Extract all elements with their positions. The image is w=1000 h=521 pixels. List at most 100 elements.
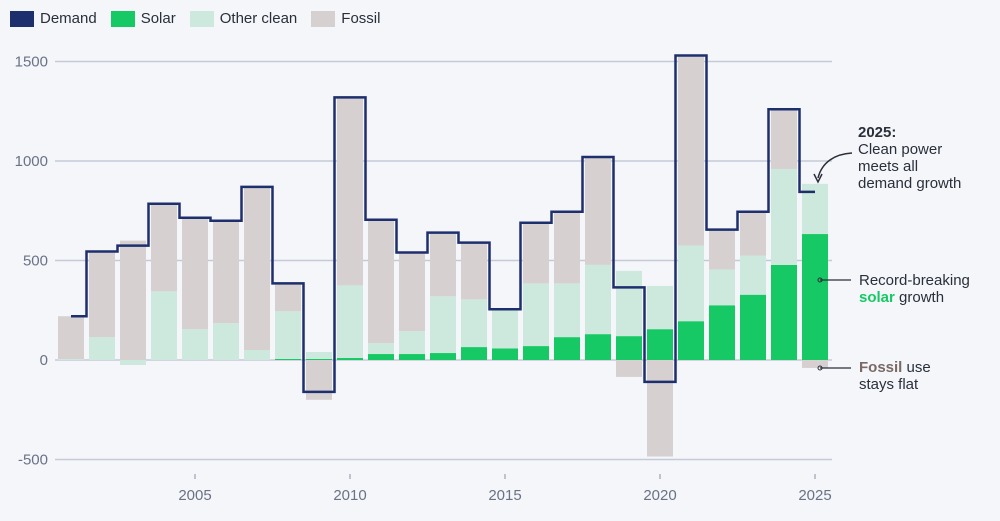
bar-solar: [616, 336, 642, 360]
annotation-title: 2025:: [858, 124, 897, 141]
annotation-fossil-word: Fossil: [859, 359, 903, 376]
bar-fossil: [802, 360, 828, 368]
bar-other-clean: [585, 264, 611, 335]
y-tick-label: 1500: [15, 54, 48, 71]
annotation-dot: [817, 277, 823, 283]
bar-fossil: [585, 157, 611, 265]
bar-fossil: [244, 186, 270, 351]
annotation-line: Clean power: [858, 141, 943, 158]
annotation-arrow: [817, 152, 853, 179]
y-tick-label: -500: [18, 452, 48, 469]
bar-fossil: [182, 217, 208, 330]
annotation-dot: [817, 365, 823, 371]
bar-solar: [275, 359, 301, 360]
bar-other-clean: [678, 245, 704, 322]
bar-fossil: [523, 222, 549, 284]
bar-solar: [492, 348, 518, 360]
bar-fossil: [647, 360, 673, 457]
bar-other-clean: [771, 168, 797, 265]
annotation-2025: 2025: Clean power meets all demand growt…: [858, 124, 961, 192]
bar-solar: [523, 346, 549, 360]
bar-fossil: [399, 252, 425, 332]
bar-other-clean: [368, 343, 394, 355]
bar-other-clean: [213, 323, 239, 360]
bar-solar: [306, 359, 332, 360]
legend-item-solar: Solar: [110, 10, 176, 27]
y-tick-label: 0: [40, 352, 48, 369]
annotation-line: meets all: [858, 158, 919, 175]
legend-swatch-solar: [110, 10, 135, 27]
bar-other-clean: [275, 311, 301, 360]
bar-fossil: [120, 240, 146, 360]
legend-swatch-demand: [10, 10, 34, 27]
bar-other-clean: [151, 291, 177, 360]
bar-fossil: [337, 98, 363, 286]
legend-item-demand: Demand: [10, 10, 97, 27]
bar-fossil: [306, 360, 332, 400]
arrowhead-icon: [813, 173, 823, 184]
bar-solar: [802, 234, 828, 360]
bar-fossil: [616, 360, 642, 377]
bar-other-clean: [616, 270, 642, 337]
bar-fossil: [554, 212, 580, 284]
bar-fossil: [151, 204, 177, 292]
bar-other-clean: [337, 285, 363, 359]
bar-solar: [399, 354, 425, 360]
bar-solar: [709, 305, 735, 360]
bar-fossil: [368, 219, 394, 344]
legend: Demand Solar Other clean Fossil: [10, 10, 380, 27]
bar-fossil: [275, 283, 301, 312]
bar-solar: [678, 321, 704, 360]
x-tick-label: 2020: [643, 487, 676, 504]
y-tick-label: 1000: [15, 153, 48, 170]
legend-item-fossil: Fossil: [311, 10, 380, 27]
bar-solar: [771, 264, 797, 360]
annotation-line: stays flat: [859, 376, 919, 393]
legend-item-other-clean: Other clean: [189, 10, 298, 27]
y-tick-label: 500: [23, 253, 48, 270]
bar-fossil: [740, 211, 766, 256]
legend-label: Demand: [40, 10, 97, 27]
annotation-line: demand growth: [858, 175, 962, 192]
bar-other-clean: [709, 269, 735, 306]
bar-other-clean: [740, 255, 766, 295]
legend-label: Fossil: [341, 10, 381, 27]
annotation-line: growth: [899, 289, 945, 306]
bar-fossil: [213, 220, 239, 324]
annotation-solar-word: solar: [859, 289, 895, 306]
bar-other-clean: [58, 359, 84, 360]
x-tick-label: 2015: [488, 487, 521, 504]
bar-solar: [647, 329, 673, 360]
bar-other-clean: [430, 296, 456, 354]
bar-fossil: [461, 242, 487, 300]
x-tick-label: 2010: [333, 487, 366, 504]
bar-other-clean: [492, 310, 518, 349]
annotation-line: Record-breaking: [859, 272, 970, 289]
bar-other-clean: [89, 337, 115, 360]
bar-other-clean: [306, 352, 332, 360]
bar-other-clean: [182, 329, 208, 360]
bar-solar: [554, 337, 580, 360]
bar-solar: [585, 334, 611, 360]
bar-fossil: [58, 316, 84, 360]
legend-label: Solar: [140, 10, 176, 27]
legend-swatch-other-clean: [189, 10, 214, 27]
bar-other-clean: [647, 285, 673, 330]
bar-other-clean: [554, 283, 580, 338]
annotation-fossil: Fossil use stays flat: [859, 359, 931, 393]
bar-other-clean: [461, 299, 487, 348]
legend-label: Other clean: [219, 10, 298, 27]
bar-fossil: [89, 251, 115, 338]
annotation-line: use: [906, 359, 931, 376]
x-tick-label: 2005: [178, 487, 211, 504]
bar-other-clean: [120, 360, 146, 365]
bar-solar: [461, 347, 487, 360]
bar-solar: [337, 358, 363, 360]
bar-fossil: [771, 110, 797, 169]
legend-swatch-fossil: [311, 10, 336, 27]
bar-other-clean: [523, 283, 549, 347]
x-tick-label: 2025: [798, 487, 831, 504]
bar-fossil: [709, 229, 735, 270]
